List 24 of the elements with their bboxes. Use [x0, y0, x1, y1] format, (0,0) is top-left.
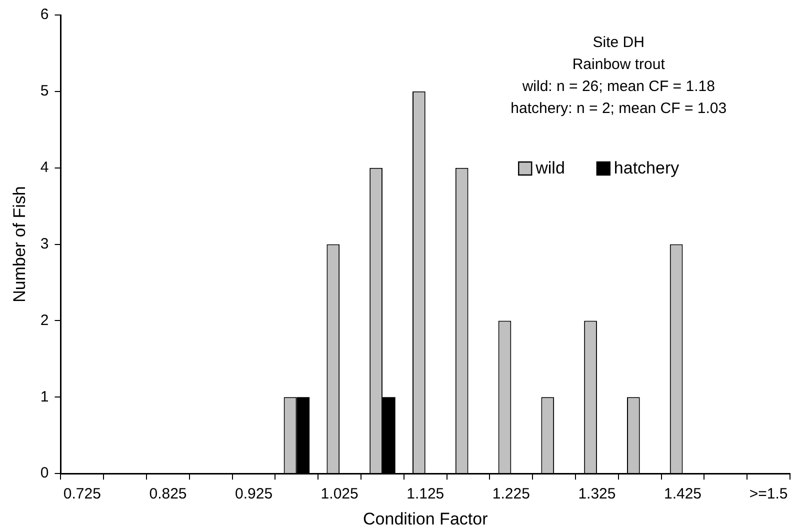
- x-tick-label: 0.825: [149, 486, 187, 503]
- y-tick-label: 1: [40, 388, 49, 406]
- x-tick-label: 0.925: [235, 486, 273, 503]
- x-tick-label: 1.025: [320, 486, 358, 503]
- x-tick-label: 1.225: [492, 486, 530, 503]
- x-tick-label: 1.425: [664, 486, 702, 503]
- x-tick-label: 1.125: [406, 486, 444, 503]
- x-tick-label: 1.325: [578, 486, 616, 503]
- x-tick-label: >=1.5: [749, 486, 788, 503]
- annotation: Rainbow trout: [572, 56, 666, 74]
- y-axis-title: Number of Fish: [10, 186, 29, 302]
- x-axis-title: Condition Factor: [363, 509, 488, 528]
- y-tick-label: 5: [40, 82, 49, 100]
- annotation: wild: n = 26; mean CF = 1.18: [521, 78, 715, 96]
- legend-label: hatchery: [614, 158, 680, 178]
- y-tick-label: 2: [40, 312, 49, 329]
- legend-label: wild: [534, 158, 565, 178]
- annotation: hatchery: n = 2; mean CF = 1.03: [510, 100, 727, 118]
- y-tick-label: 6: [40, 6, 49, 24]
- y-tick-label: 3: [40, 235, 49, 252]
- y-tick-label: 4: [40, 159, 49, 176]
- y-tick-label: 0: [40, 464, 49, 482]
- x-tick-label: 0.725: [63, 486, 101, 503]
- annotation: Site DH: [592, 34, 644, 52]
